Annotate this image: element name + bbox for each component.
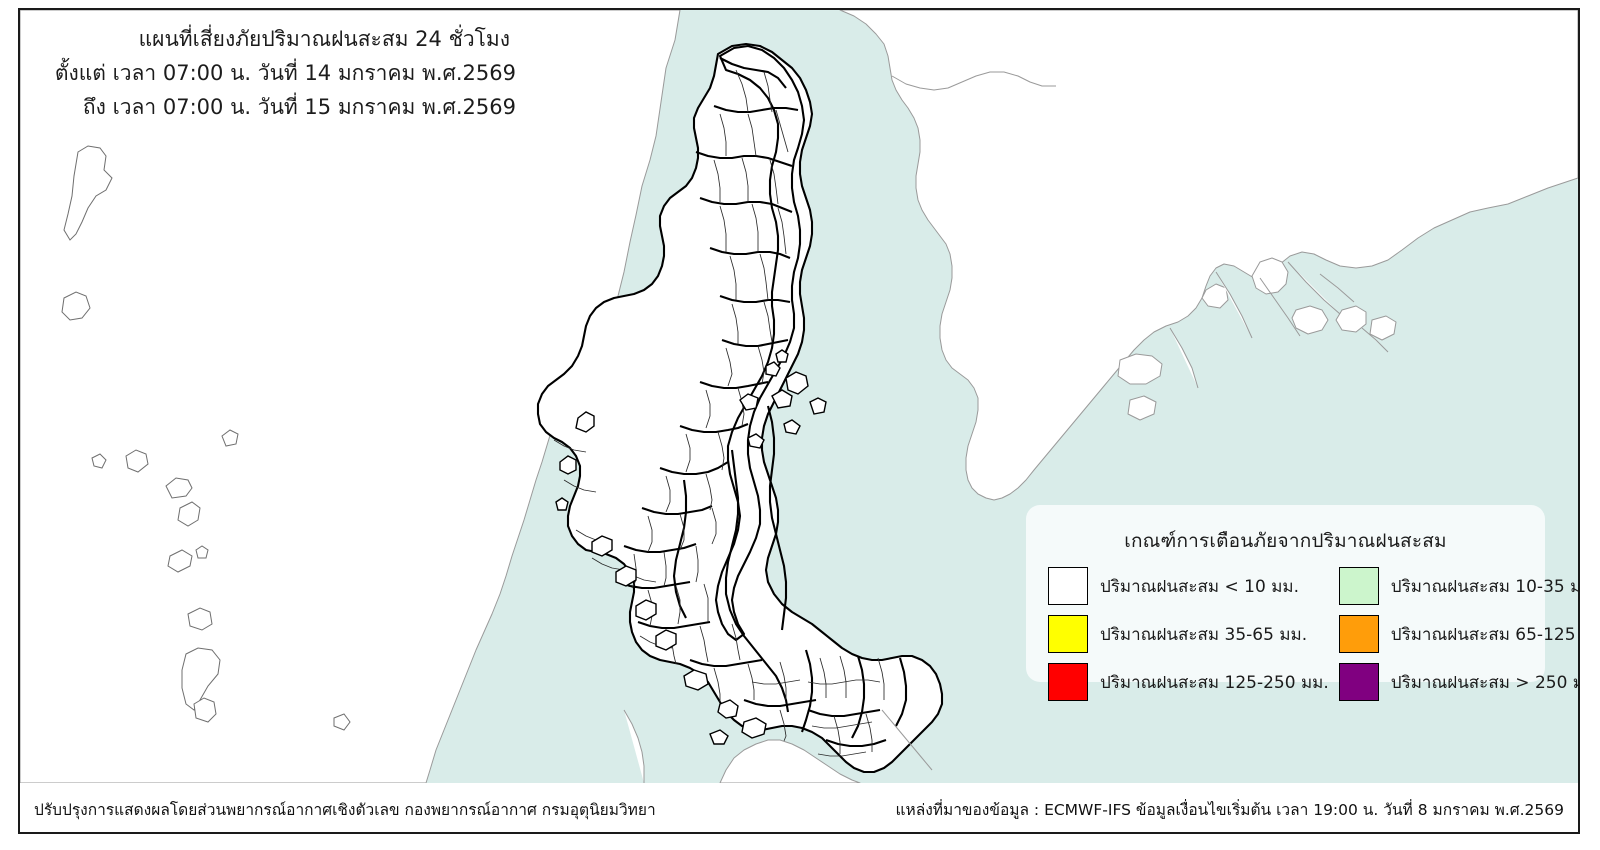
legend-item-10-35: ปริมาณฝนสะสม 10-35 มม. bbox=[1338, 567, 1580, 605]
legend-swatch-35-65 bbox=[1048, 615, 1088, 653]
title-line-2: ตั้งแต่ เวลา 07:00 น. วันที่ 14 มกราคม พ… bbox=[54, 61, 516, 85]
legend-swatch-lt10 bbox=[1048, 567, 1088, 605]
andaman-islands bbox=[61, 145, 351, 731]
map-figure-frame: แผนที่เสี่ยงภัยปริมาณฝนสะสม 24 ชั่วโมง ต… bbox=[18, 8, 1580, 834]
indochina-landmass bbox=[839, 10, 1578, 501]
malaysia-landmass bbox=[623, 709, 933, 783]
footer-source-right: แหล่งที่มาของข้อมูล : ECMWF-IFS ข้อมูลเง… bbox=[895, 801, 1564, 819]
district-boundaries bbox=[553, 69, 885, 757]
legend-item-125-250: ปริมาณฝนสะสม 125-250 มม. bbox=[1048, 663, 1329, 701]
mekong-delta-channels bbox=[1169, 261, 1389, 389]
legend-swatch-65-125 bbox=[1338, 615, 1379, 653]
rainfall-risk-map bbox=[20, 10, 1578, 783]
legend-swatch-10-35 bbox=[1338, 567, 1379, 605]
gulf-north-coast bbox=[891, 71, 1056, 91]
legend-label-35-65: ปริมาณฝนสะสม 35-65 มม. bbox=[1100, 624, 1308, 645]
legend-panel: เกณฑ์การเตือนภัยจากปริมาณฝนสะสม ปริมาณฝน… bbox=[1026, 505, 1578, 701]
legend-grid: ปริมาณฝนสะสม < 10 มม. ปริมาณฝนสะสม 10-35… bbox=[1026, 567, 1578, 701]
title-line-3: ถึง เวลา 07:00 น. วันที่ 15 มกราคม พ.ศ.2… bbox=[82, 95, 516, 119]
thailand-landmass bbox=[536, 42, 944, 774]
legend-label-lt10: ปริมาณฝนสะสม < 10 มม. bbox=[1100, 576, 1300, 597]
legend-item-65-125: ปริมาณฝนสะสม 65-125 มม. bbox=[1338, 615, 1578, 653]
legend-title: เกณฑ์การเตือนภัยจากปริมาณฝนสะสม bbox=[1124, 530, 1447, 552]
map-title-card: แผนที่เสี่ยงภัยปริมาณฝนสะสม 24 ชั่วโมง ต… bbox=[44, 22, 532, 142]
andaman-coastal-islands bbox=[555, 361, 801, 745]
legend-swatch-gt250 bbox=[1338, 663, 1379, 701]
footer-credit-left: ปรับปรุงการแสดงผลโดยส่วนพยากรณ์อากาศเชิง… bbox=[34, 801, 656, 819]
legend-label-10-35: ปริมาณฝนสะสม 10-35 มม. bbox=[1390, 576, 1580, 597]
gulf-islands bbox=[775, 349, 827, 415]
legend-item-gt250: ปริมาณฝนสะสม > 250 มม. bbox=[1338, 663, 1580, 701]
legend-label-125-250: ปริมาณฝนสะสม 125-250 มม. bbox=[1100, 672, 1329, 693]
legend-label-65-125: ปริมาณฝนสะสม 65-125 มม. bbox=[1390, 624, 1578, 645]
legend-item-lt10: ปริมาณฝนสะสม < 10 มม. bbox=[1048, 567, 1329, 605]
title-line-1: แผนที่เสี่ยงภัยปริมาณฝนสะสม 24 ชั่วโมง bbox=[138, 27, 510, 51]
legend-label-gt250: ปริมาณฝนสะสม > 250 มม. bbox=[1390, 672, 1580, 693]
myanmar-landmass bbox=[20, 10, 681, 783]
footer-bar: ปรับปรุงการแสดงผลโดยส่วนพยากรณ์อากาศเชิง… bbox=[20, 783, 1578, 832]
legend-item-35-65: ปริมาณฝนสะสม 35-65 มม. bbox=[1048, 615, 1329, 653]
legend-swatch-125-250 bbox=[1048, 663, 1088, 701]
